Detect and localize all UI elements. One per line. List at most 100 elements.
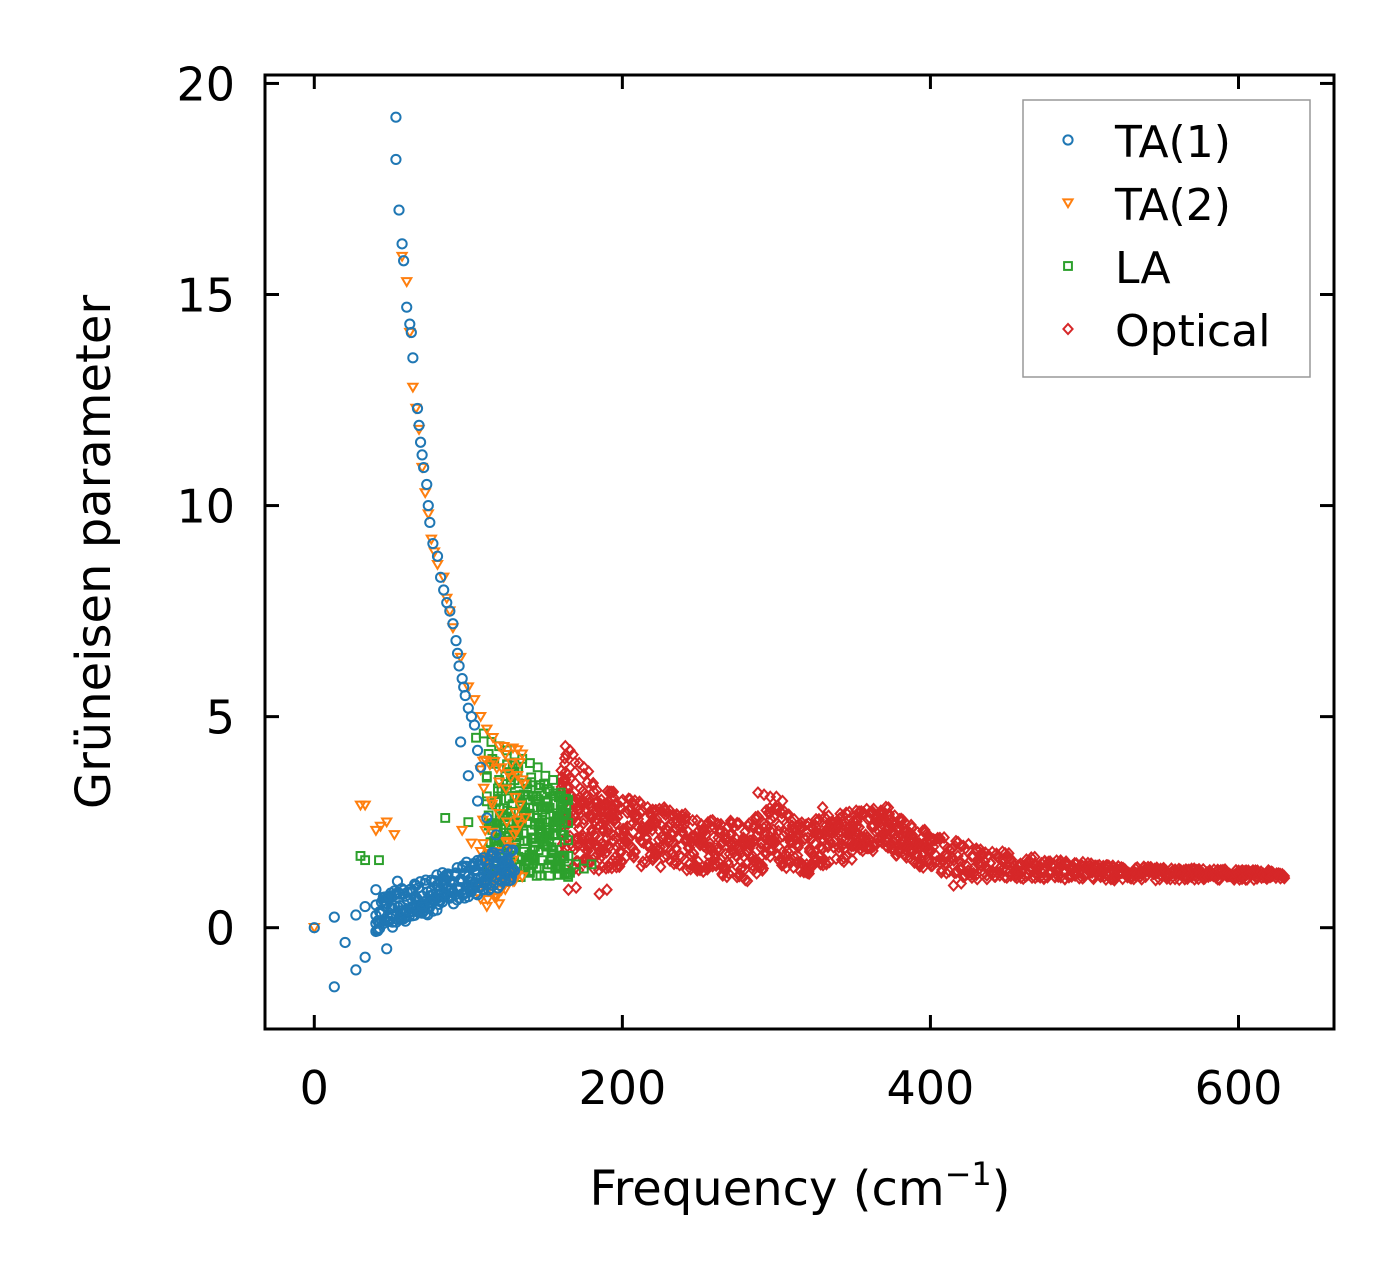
optical-point <box>1028 850 1041 864</box>
ta2-point <box>518 813 532 825</box>
ta2-point <box>358 800 372 812</box>
plot-points <box>307 111 1291 993</box>
optical-point <box>1060 855 1073 869</box>
ta2-point <box>461 682 475 694</box>
optical-point <box>621 820 634 834</box>
ta2-point <box>488 757 501 768</box>
legend-entry: Optical <box>1062 306 1270 357</box>
la-point <box>535 870 546 881</box>
ta1-point <box>507 844 519 856</box>
ta1-point <box>447 618 459 630</box>
ta1-point <box>481 812 493 824</box>
ta1-point <box>328 911 340 923</box>
optical-point <box>1052 870 1065 884</box>
ta2-point <box>474 711 487 723</box>
ta2-point <box>421 509 435 521</box>
legend-entry: TA(2) <box>1061 180 1231 231</box>
ta2-point <box>485 827 499 839</box>
la-point <box>374 855 384 866</box>
series-optical <box>555 739 1291 901</box>
legend-label: LA <box>1115 243 1171 294</box>
optical-point <box>577 817 590 831</box>
optical-point <box>582 764 595 779</box>
la-point <box>481 772 492 783</box>
la-point <box>534 863 545 874</box>
la-point <box>491 834 501 844</box>
ta1-point <box>407 352 419 364</box>
optical-point <box>755 859 768 873</box>
la-point <box>552 837 562 847</box>
optical-point <box>764 812 777 826</box>
ta1-point <box>390 153 402 166</box>
ta2-point <box>480 724 494 736</box>
ta1-point <box>394 907 407 919</box>
ta1-point <box>478 884 490 896</box>
optical-point <box>791 848 804 862</box>
ta2-point <box>499 784 513 796</box>
ta2-point <box>400 277 414 288</box>
optical-point <box>787 860 800 875</box>
y-tick-label: 0 <box>206 902 235 956</box>
y-axis-label: Grüneisen parameter <box>66 295 122 810</box>
ta1-point <box>459 689 471 702</box>
optical-point <box>845 852 858 866</box>
ta2-point <box>492 809 506 820</box>
la-point <box>563 795 574 805</box>
ta2-point <box>508 808 522 819</box>
optical-point <box>803 867 816 881</box>
la-point <box>563 851 574 861</box>
ta2-point <box>468 695 481 706</box>
optical-point <box>752 810 765 824</box>
optical-point <box>955 876 968 890</box>
optical-point <box>770 790 783 804</box>
ta2-point <box>489 893 503 905</box>
optical-point <box>657 850 670 864</box>
ta1-point <box>424 516 436 529</box>
optical-point <box>601 883 613 897</box>
optical-point <box>607 833 619 847</box>
optical-point <box>722 858 735 872</box>
optical-point <box>745 837 758 851</box>
optical-point <box>776 794 789 808</box>
ta1-point <box>411 402 424 415</box>
la-point <box>463 817 474 828</box>
ta2-point <box>406 382 420 394</box>
ta2-point <box>481 895 494 906</box>
ta1-point <box>308 922 320 934</box>
ta1-point <box>431 550 444 562</box>
ta1-point <box>453 660 465 672</box>
optical-point <box>717 835 730 849</box>
ta2-point <box>431 559 444 571</box>
ta1-point <box>450 635 462 647</box>
x-axis-label-main: Frequency (cm <box>589 1161 944 1217</box>
ta1-point <box>505 871 518 883</box>
optical-point <box>971 872 984 886</box>
optical-point <box>1017 872 1030 886</box>
optical-point <box>650 812 663 826</box>
ta1-point <box>414 436 427 448</box>
legend-label: TA(1) <box>1114 117 1231 168</box>
ta1-point <box>434 571 447 583</box>
axis-ticks: 0 200 400 600 0 5 10 15 20 <box>176 57 1334 1115</box>
optical-point <box>769 834 782 848</box>
la-point <box>525 758 535 768</box>
x-axis-label-close: ) <box>992 1161 1011 1217</box>
optical-point <box>803 861 816 875</box>
ta1-point <box>475 761 487 773</box>
ta2-point <box>380 817 394 829</box>
optical-point <box>570 881 583 895</box>
optical-point <box>998 860 1011 874</box>
la-point <box>563 869 574 880</box>
optical-point <box>674 821 687 835</box>
y-tick-label: 10 <box>176 480 235 534</box>
optical-point <box>587 828 600 842</box>
ta1-point <box>370 884 382 896</box>
ta1-point <box>350 909 362 921</box>
ta1-point <box>444 605 456 617</box>
la-point <box>540 804 551 815</box>
optical-point <box>922 843 935 857</box>
legend-entry: LA <box>1063 243 1171 294</box>
optical-point <box>699 828 712 842</box>
la-point <box>558 829 569 840</box>
ta1-point <box>465 886 478 898</box>
